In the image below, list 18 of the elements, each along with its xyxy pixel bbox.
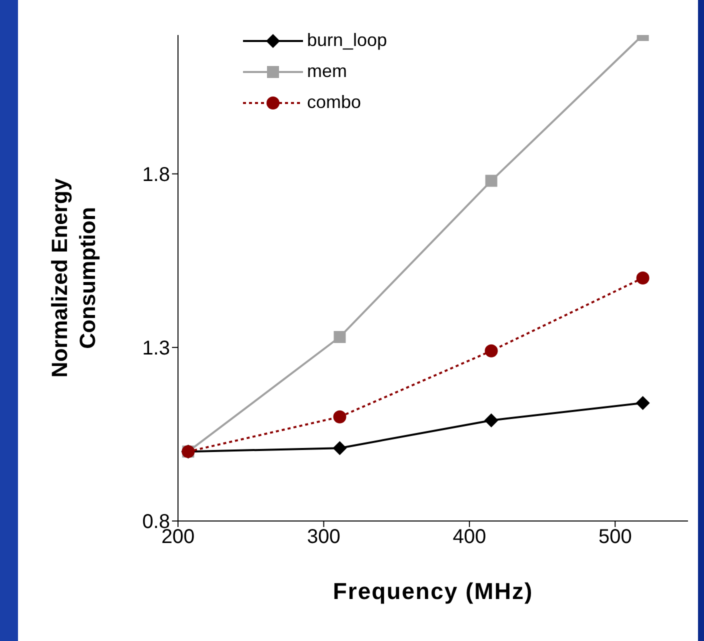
x-tick-label: 500: [598, 526, 632, 548]
point: [636, 396, 650, 410]
point: [485, 174, 498, 187]
legend-label: mem: [307, 61, 347, 82]
y-tick-label: 1.8: [142, 164, 170, 186]
point: [334, 331, 346, 344]
point: [333, 410, 346, 424]
legend-label: burn_loop: [307, 30, 388, 51]
point: [636, 272, 650, 284]
x-axis-title: Frequency (MHz): [332, 578, 534, 604]
point: [484, 344, 498, 358]
point: [332, 441, 347, 456]
x-tick-label: 300: [307, 526, 340, 548]
point: [484, 413, 498, 428]
legend-label: combo: [307, 92, 362, 113]
y-axis-title: Normalized Energy Consumption: [47, 178, 100, 378]
x-tick-label: 400: [452, 526, 486, 548]
y-tick-label: 1.3: [142, 338, 170, 360]
